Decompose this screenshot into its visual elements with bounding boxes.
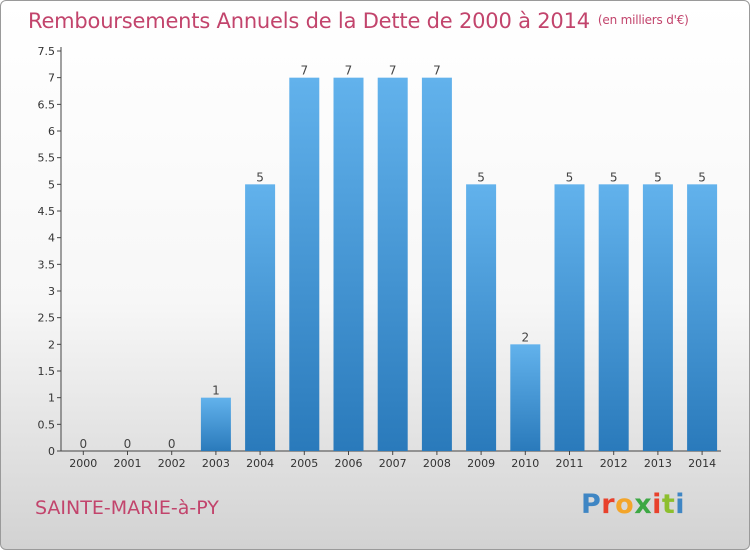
bar: [510, 344, 541, 451]
bar-value-label: 5: [610, 170, 618, 184]
bar: [642, 184, 673, 452]
bar-value-label: 5: [566, 170, 574, 184]
x-tick-label: 2004: [246, 457, 274, 470]
y-tick-label: 6: [48, 125, 55, 138]
y-tick-label: 7: [48, 72, 55, 85]
x-tick-label: 2003: [202, 457, 230, 470]
x-tick-label: 2009: [467, 457, 495, 470]
y-tick-label: 2.5: [38, 312, 56, 325]
x-tick-label: 2014: [688, 457, 716, 470]
x-tick-label: 2007: [379, 457, 407, 470]
bar-value-label: 7: [345, 64, 353, 78]
x-tick-label: 2006: [335, 457, 363, 470]
y-tick-label: 3: [48, 285, 55, 298]
bar: [687, 184, 718, 452]
bar: [377, 77, 408, 452]
y-tick-label: 5.5: [38, 152, 56, 165]
x-tick-label: 2008: [423, 457, 451, 470]
x-tick-label: 2002: [158, 457, 186, 470]
x-axis: 2000 2001 2002 2003 2004 2005 2006 2007 2008 2009…: [61, 450, 721, 470]
bar-value-label: 7: [389, 64, 397, 78]
bar-value-label: 5: [698, 170, 706, 184]
bar-value-label: 0: [168, 437, 176, 451]
y-tick-label: 0: [48, 445, 55, 458]
logo-letter: i: [652, 489, 662, 520]
x-tick-label: 2013: [644, 457, 672, 470]
y-tick-label: 4: [48, 232, 55, 245]
bar: [245, 184, 276, 452]
bar: [466, 184, 497, 452]
bar-value-label: 2: [521, 330, 529, 344]
bar-labels: 0 0 0 1 5 7 7 7 7 5 2 5 5 5 5: [79, 64, 705, 451]
bars: [200, 77, 718, 452]
x-tick-label: 2000: [69, 457, 97, 470]
x-tick-label: 2012: [600, 457, 628, 470]
y-axis: 0 0.5 1 1.5 2 2.5 3 3.5 4 4.5 5 5.5 6 6.5 7 7.5: [38, 45, 62, 458]
bar-value-label: 0: [79, 437, 87, 451]
logo-letter: i: [675, 489, 686, 520]
bar-value-label: 5: [654, 170, 662, 184]
bar: [289, 77, 320, 452]
bar-value-label: 5: [256, 170, 264, 184]
chart-title-text: Remboursements Annuels de la Dette de 20…: [28, 9, 590, 33]
logo-letter: r: [601, 489, 616, 520]
bar: [200, 397, 231, 451]
x-tick-label: 2010: [511, 457, 539, 470]
y-tick-label: 1.5: [38, 365, 56, 378]
commune-name: SAINTE-MARIE-à-PY: [35, 497, 219, 519]
logo-letter: P: [581, 489, 602, 520]
bar-value-label: 1: [212, 384, 220, 398]
logo-letter: x: [634, 489, 653, 520]
chart-unit: (en milliers d'€): [597, 13, 689, 27]
bar: [598, 184, 629, 452]
proxiti-logo: Proxiti: [581, 489, 685, 520]
bar-value-label: 5: [477, 170, 485, 184]
bar-value-label: 0: [124, 437, 132, 451]
y-tick-label: 5: [48, 178, 55, 191]
logo-letter: o: [615, 489, 635, 520]
bar: [333, 77, 364, 452]
y-tick-label: 7.5: [38, 45, 56, 58]
y-tick-label: 3.5: [38, 258, 56, 271]
bar-value-label: 7: [300, 64, 308, 78]
x-tick-label: 2005: [290, 457, 318, 470]
bar-value-label: 7: [433, 64, 441, 78]
bar: [421, 77, 452, 452]
y-tick-label: 0.5: [38, 418, 56, 431]
y-tick-label: 1: [48, 392, 55, 405]
x-tick-label: 2011: [556, 457, 584, 470]
y-tick-label: 2: [48, 338, 55, 351]
logo-letter: t: [661, 489, 676, 520]
y-tick-label: 4.5: [38, 205, 56, 218]
y-tick-label: 6.5: [38, 98, 56, 111]
bar: [554, 184, 585, 452]
x-tick-label: 2001: [114, 457, 142, 470]
chart-title: Remboursements Annuels de la Dette de 20…: [28, 9, 689, 33]
